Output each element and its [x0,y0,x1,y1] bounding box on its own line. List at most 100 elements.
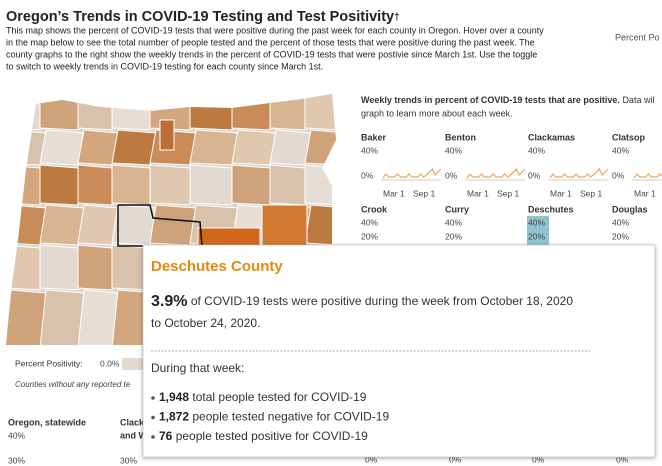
county[interactable] [5,204,47,246]
tooltip-headline: 3.9% of COVID-19 tests were positive dur… [151,293,573,310]
x-axis-label: Sep 1 [580,188,602,198]
county[interactable] [39,244,79,291]
county[interactable] [111,129,157,166]
county[interactable] [189,164,233,206]
county-small-multiples: Baker 40% 0% Mar 1 Sep 1 Crook 40% 20% 0% Benton 4… [361,132,662,464]
axis-label: 40% [445,217,462,227]
county[interactable] [149,164,191,206]
county[interactable] [77,204,119,246]
county[interactable] [304,164,340,206]
trend-line [633,173,662,179]
county[interactable] [269,129,312,166]
county-title: Crook [361,204,388,214]
county[interactable] [5,90,41,131]
county[interactable] [304,204,346,246]
county[interactable] [77,244,113,291]
axis-label: 40% [612,217,629,227]
county[interactable] [159,119,175,151]
county[interactable] [39,289,85,350]
county[interactable] [77,129,119,166]
description-line: county graphs to the right show the week… [6,49,537,59]
axis-label: 0% [532,454,545,464]
county[interactable] [5,289,47,350]
x-axis-label: Mar 1 [550,188,572,198]
bullet: 76 people tested positive for COVID-19 [159,429,368,443]
county-title: Deschutes [528,204,574,214]
legend-min: 0.0% [100,358,120,368]
bullet: 1,948 total people tested for COVID-19 [159,390,367,404]
description-line: in the map below to see the total number… [6,37,535,47]
county-title: Curry [445,204,469,214]
axis-label: 30% [8,455,25,465]
bullet: 1,872 people tested negative for COVID-1… [159,410,389,424]
county[interactable] [304,90,340,131]
county[interactable] [231,164,271,206]
county[interactable] [39,90,79,131]
county[interactable] [39,204,85,246]
axis-label: 40% [528,145,545,155]
selected-county-outline [117,204,203,247]
legend-label: Percent Positivity: [15,358,83,368]
x-axis-label: Mar 1 [383,188,405,198]
county-title: and W [120,430,148,440]
bullet-dot [151,415,155,420]
county-title: Douglas [612,204,648,214]
axis-label: 0% [612,170,625,180]
x-axis-label: Mar 1 [634,188,656,198]
toggle-label[interactable]: Percent Po [615,32,660,42]
axis-label: 0% [365,454,378,464]
trends-heading: Weekly trends in percent of COVID-19 tes… [361,95,654,105]
county-title: Benton [445,132,476,142]
county[interactable] [5,164,41,206]
county[interactable] [39,164,79,206]
bullet-text: total people tested for COVID-19 [192,390,366,404]
axis-label: 40% [612,145,629,155]
bullet-value: 1,948 [159,390,189,404]
axis-label: 20% [528,231,545,241]
axis-label: 20% [361,231,378,241]
county[interactable] [77,289,119,350]
county[interactable] [189,90,233,131]
tooltip-title: Deschutes County [151,258,283,275]
description-line: to switch to weekly trends in COVID-19 t… [6,61,323,71]
headline-text: of COVID-19 tests were positive during t… [191,294,574,308]
county[interactable] [269,164,306,206]
county-title: Baker [361,132,387,142]
county[interactable] [231,129,277,166]
axis-label: 0% [616,454,629,464]
county[interactable] [77,90,113,131]
map-note: Counties without any reported te [15,380,131,389]
county[interactable] [39,129,85,166]
county[interactable] [111,90,151,131]
county[interactable] [189,129,239,166]
axis-label: 0% [361,170,374,180]
tooltip-during: During that week: [151,361,244,375]
bullet-value: 1,872 [159,410,189,424]
county[interactable] [149,204,197,246]
headline-value: 3.9% [151,293,187,310]
county[interactable] [231,90,271,131]
trend-line [382,167,442,179]
axis-label: 0% [449,454,462,464]
axis-label: 40% [528,217,545,227]
trends-heading-line2: graph to learn more about each week. [361,108,513,118]
title-mark: † [394,12,400,23]
county[interactable] [269,90,306,131]
county-title: Clackamas [528,132,575,142]
trends-heading-bold: Weekly trends in percent of COVID-19 tes… [361,95,620,105]
county[interactable] [77,164,113,206]
trends-heading-rest: Data wil [622,95,654,105]
axis-label: 0% [445,170,458,180]
county[interactable] [5,129,47,166]
tooltip-bullets: 1,948 total people tested for COVID-191,… [151,390,389,443]
bullet-dot [151,435,155,439]
x-axis-label: Sep 1 [497,188,519,198]
county[interactable] [5,244,41,291]
county-title: Clack [120,417,145,427]
axis-label: 40% [445,145,462,155]
county[interactable] [304,129,346,166]
axis-label: 40% [361,217,378,227]
county[interactable] [111,164,151,206]
